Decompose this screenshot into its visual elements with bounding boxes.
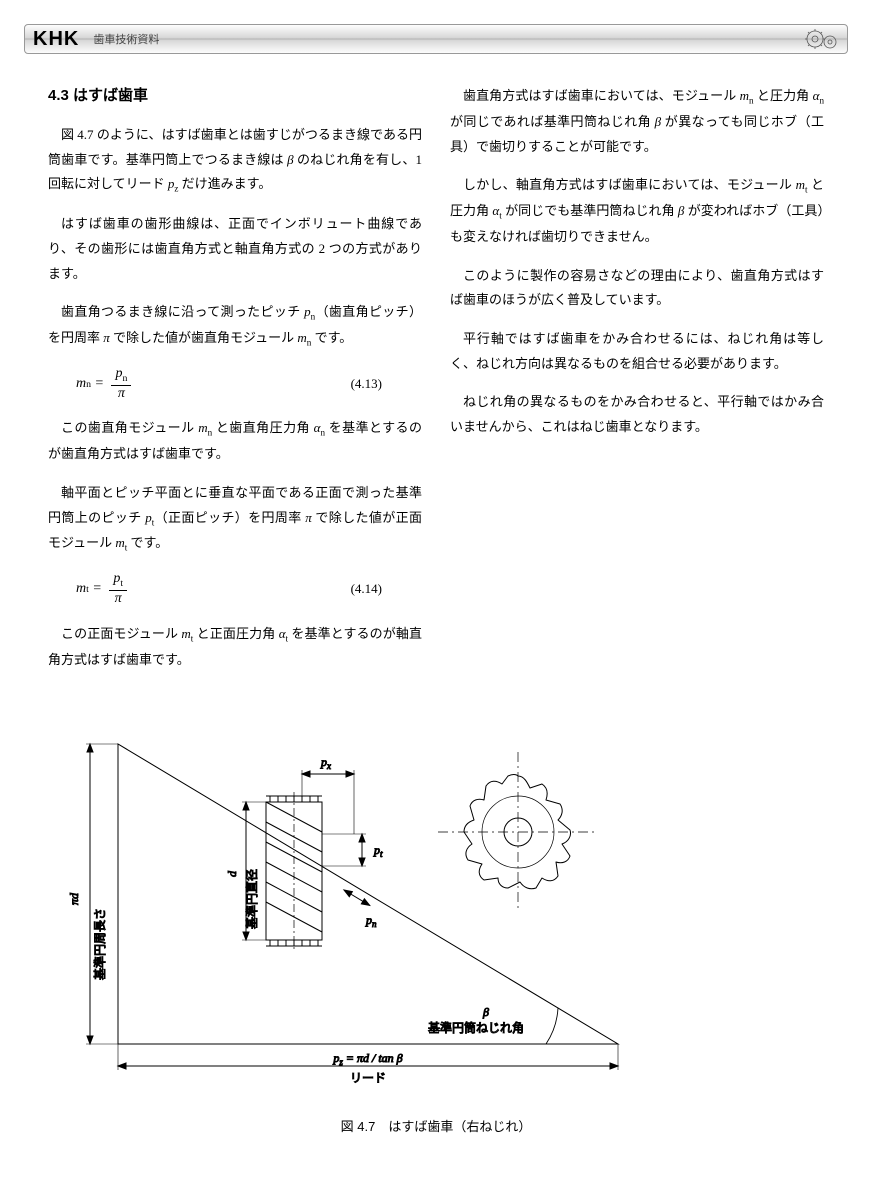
svg-text:リード: リード	[350, 1071, 386, 1085]
equation-4-14: mt = pt π (4.14)	[76, 571, 422, 607]
eq-number: (4.13)	[351, 376, 422, 392]
para: ねじれ角の異なるものをかみ合わせると、平行軸ではかみ合いませんから、これはねじ歯…	[450, 390, 824, 439]
para: このように製作の容易さなどの理由により、歯直角方式はすば歯車のほうが広く普及して…	[450, 264, 824, 313]
logo: KHK	[33, 28, 79, 51]
svg-text:基準円周長さ: 基準円周長さ	[92, 908, 107, 980]
para: 歯直角つるまき線に沿って測ったピッチ pn（歯直角ピッチ）を円周率 π で除した…	[48, 300, 422, 352]
header-bar: KHK 歯車技術資料	[24, 24, 848, 54]
svg-text:πd: πd	[67, 892, 81, 905]
gear-decoration-icon	[803, 27, 843, 55]
para: この正面モジュール mt と正面圧力角 αt を基準とするのが軸直角方式はすば歯…	[48, 622, 422, 673]
eq-number: (4.14)	[351, 581, 422, 597]
para: 平行軸ではすば歯車をかみ合わせるには、ねじれ角は等しく、ねじれ方向は異なるものを…	[450, 327, 824, 376]
para: しかし、軸直角方式はすば歯車においては、モジュール mt と圧力角 αt が同じ…	[450, 173, 824, 249]
right-column: 歯直角方式はすば歯車においては、モジュール mn と圧力角 αn が同じであれば…	[450, 84, 824, 686]
equation-4-13: mn = pn π (4.13)	[76, 366, 422, 402]
svg-text:pz = πd / tan β: pz = πd / tan β	[332, 1051, 402, 1067]
para: 歯直角方式はすば歯車においては、モジュール mn と圧力角 αn が同じであれば…	[450, 84, 824, 159]
section-heading: 4.3 はすば歯車	[48, 84, 422, 105]
svg-text:β: β	[482, 1005, 489, 1019]
svg-text:pn: pn	[365, 913, 377, 929]
para: この歯直角モジュール mn と歯直角圧力角 αn を基準とするのが歯直角方式はす…	[48, 416, 422, 467]
helical-gear-diagram: πd 基準円周長さ	[48, 714, 688, 1104]
figure-4-7: πd 基準円周長さ	[48, 714, 824, 1135]
figure-caption: 図 4.7 はすば歯車（右ねじれ）	[48, 1116, 824, 1135]
left-column: 4.3 はすば歯車 図 4.7 のように、はすば歯車とは歯すじがつるまき線である…	[48, 84, 422, 686]
para: 図 4.7 のように、はすば歯車とは歯すじがつるまき線である円筒歯車です。基準円…	[48, 123, 422, 198]
svg-text:d: d	[225, 870, 239, 877]
svg-text:基準円直径: 基準円直径	[244, 869, 259, 929]
svg-text:px: px	[320, 755, 331, 771]
svg-text:pt: pt	[373, 843, 383, 859]
para: 軸平面とピッチ平面とに垂直な平面である正面で測った基準円筒上のピッチ pt（正面…	[48, 481, 422, 557]
svg-text:基準円筒ねじれ角: 基準円筒ねじれ角	[428, 1020, 524, 1035]
header-title: 歯車技術資料	[93, 31, 159, 47]
para: はすば歯車の歯形曲線は、正面でインボリュート曲線であり、その歯形には歯直角方式と…	[48, 212, 422, 286]
